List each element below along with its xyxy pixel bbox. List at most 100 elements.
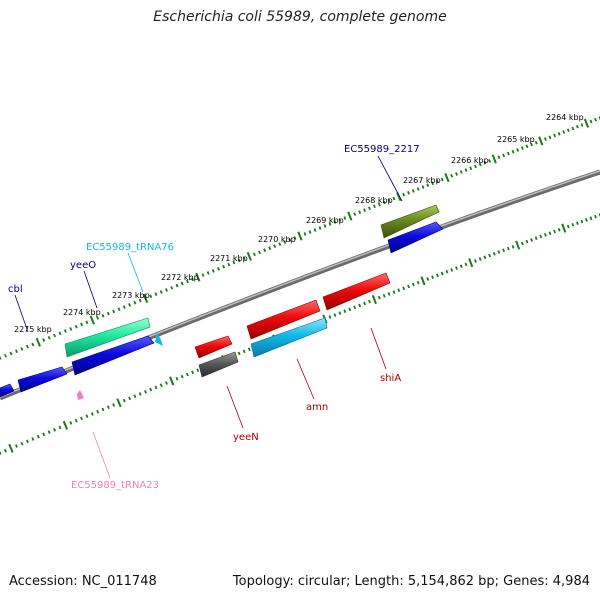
minor-tick — [0, 451, 2, 455]
minor-tick — [497, 155, 501, 160]
scale-ticks-lower — [0, 213, 600, 455]
minor-tick — [377, 295, 381, 300]
label-ec55989-trna23[interactable]: EC55989_tRNA23 — [71, 480, 159, 491]
minor-tick — [411, 282, 415, 287]
scale-label-2273: 2273 kbp — [112, 291, 150, 300]
minor-tick — [101, 313, 105, 318]
minor-tick — [397, 288, 401, 293]
minor-tick — [328, 222, 332, 226]
major-tick — [89, 315, 95, 325]
minor-tick — [488, 253, 492, 258]
minor-tick — [478, 257, 482, 261]
minor-tick — [426, 183, 430, 188]
trna76-marker[interactable] — [155, 332, 163, 346]
minor-tick — [387, 198, 391, 203]
minor-tick — [138, 392, 142, 396]
gene-shiA[interactable] — [322, 272, 391, 311]
minor-tick — [237, 258, 241, 263]
minor-tick — [435, 273, 439, 278]
minor-tick — [333, 313, 337, 317]
minor-tick — [474, 259, 477, 263]
minor-tick — [165, 381, 168, 385]
gene-ec55989-2217[interactable] — [380, 204, 440, 239]
minor-tick — [431, 181, 435, 186]
accession-text: Accession: NC_011748 — [9, 574, 157, 589]
minor-tick — [313, 228, 317, 232]
gene-amn[interactable] — [250, 317, 328, 358]
minor-tick — [539, 234, 543, 239]
scale-label-2264: 2264 kbp — [546, 113, 584, 122]
minor-tick — [543, 232, 547, 237]
minor-tick — [343, 216, 347, 220]
minor-tick — [273, 244, 277, 248]
minor-tick — [589, 119, 593, 124]
minor-tick — [263, 248, 267, 253]
major-tick — [347, 211, 353, 221]
minor-tick — [101, 407, 105, 412]
minor-tick — [548, 231, 552, 236]
minor-tick — [407, 190, 410, 195]
minor-tick — [553, 133, 557, 138]
minor-tick — [122, 398, 126, 403]
gene-ec55989-trna76[interactable] — [64, 317, 151, 358]
minor-tick — [368, 299, 371, 304]
minor-tick — [80, 416, 84, 421]
trna23-marker[interactable] — [77, 390, 84, 400]
minor-tick — [201, 273, 205, 277]
minor-tick — [69, 327, 73, 331]
label-ec55989-2217[interactable]: EC55989_2217 — [344, 144, 420, 155]
minor-tick — [20, 347, 24, 351]
minor-tick — [382, 200, 386, 205]
minor-tick — [106, 311, 110, 316]
scale-ticks-upper — [0, 116, 600, 360]
minor-tick — [589, 216, 593, 221]
minor-tick — [516, 148, 520, 152]
minor-tick — [506, 151, 510, 156]
map-title: Escherichia coli 55989, complete genome — [153, 9, 447, 25]
minor-tick — [58, 425, 62, 430]
minor-tick — [464, 262, 468, 267]
label-shiA[interactable]: shiA — [380, 373, 401, 384]
label-cbl[interactable]: cbl — [8, 284, 23, 295]
minor-tick — [431, 275, 435, 280]
label-ec55989-trna76[interactable]: EC55989_tRNA76 — [86, 242, 174, 253]
minor-tick — [165, 288, 168, 292]
gene-cbl[interactable] — [17, 366, 68, 393]
minor-tick — [232, 260, 236, 265]
gene-red-small[interactable] — [194, 335, 233, 359]
minor-tick — [421, 185, 425, 189]
minor-tick — [191, 370, 195, 375]
gene-blue-upper-right[interactable] — [387, 221, 444, 254]
gene-yeeO[interactable] — [71, 335, 155, 376]
minor-tick — [278, 242, 282, 246]
minor-tick — [85, 320, 89, 325]
minor-tick — [318, 226, 322, 230]
minor-tick — [85, 414, 89, 419]
scale-label-2268: 2268 kbp — [355, 196, 393, 205]
gene-yeeN[interactable] — [198, 351, 239, 378]
minor-tick — [594, 117, 597, 122]
minor-tick — [353, 305, 357, 310]
minor-tick — [185, 279, 189, 284]
gene-blue-edge[interactable] — [0, 383, 15, 398]
gene-red-mid[interactable] — [246, 299, 321, 340]
major-tick — [515, 240, 521, 250]
major-tick — [8, 443, 14, 453]
minor-tick — [511, 244, 515, 249]
minor-tick — [252, 252, 256, 257]
minor-tick — [15, 349, 18, 354]
label-yeeN[interactable]: yeeN — [233, 432, 259, 443]
gene-features — [0, 204, 444, 400]
minor-tick — [159, 383, 163, 388]
minor-tick — [185, 372, 189, 377]
minor-tick — [80, 322, 84, 327]
major-tick — [491, 154, 497, 164]
minor-tick — [530, 238, 533, 242]
minor-tick — [117, 307, 121, 312]
minor-tick — [372, 204, 376, 209]
minor-tick — [154, 385, 158, 390]
minor-tick — [548, 135, 552, 140]
minor-tick — [149, 387, 153, 392]
label-yeeO[interactable]: yeeO — [70, 260, 96, 271]
label-amn[interactable]: amn — [306, 402, 328, 413]
